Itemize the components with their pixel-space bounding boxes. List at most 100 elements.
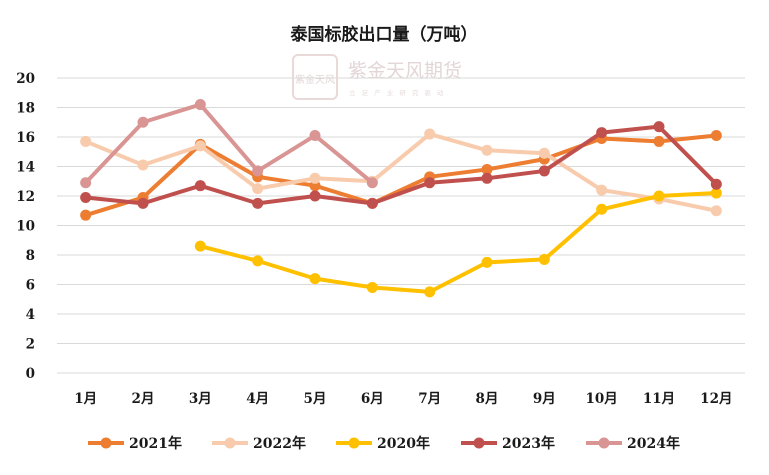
data-point (309, 172, 321, 184)
data-point (252, 255, 264, 267)
legend-label: 2021年 (129, 435, 182, 452)
watermark-tagline: 立 足 产 业 研 究 驱 动 (349, 88, 445, 97)
watermark: 紫金天风 紫金天风期货 立 足 产 业 研 究 驱 动 (292, 54, 462, 100)
series-0 (80, 130, 722, 221)
series-line (83, 102, 375, 185)
data-point (137, 197, 149, 209)
x-tick-label: 7月 (418, 391, 441, 407)
data-point (653, 135, 665, 147)
y-tick-label: 14 (16, 160, 35, 176)
data-point (481, 172, 493, 184)
data-point (481, 163, 493, 175)
data-point (538, 253, 550, 265)
data-point (424, 128, 436, 140)
x-tick-label: 3月 (189, 391, 212, 407)
y-tick-label: 20 (16, 71, 35, 87)
watermark-company-name: 紫金天风期货 (348, 60, 462, 82)
watermark-logo-text: 紫金天风 (295, 73, 335, 86)
data-point (596, 203, 608, 215)
data-point (309, 130, 321, 142)
x-tick-label: 1月 (74, 391, 97, 407)
legend-label: 2023年 (502, 435, 555, 452)
data-point (653, 190, 665, 202)
legend-label: 2020年 (377, 435, 430, 452)
x-tick-label: 12月 (700, 391, 732, 407)
series-line (83, 124, 719, 206)
legend-item: 2022年 (212, 435, 306, 452)
series-line (83, 132, 719, 213)
series-2 (194, 187, 722, 298)
y-tick-label: 12 (16, 189, 35, 205)
x-tick-label: 5月 (304, 391, 327, 407)
y-tick-label: 6 (26, 278, 35, 294)
y-tick-label: 2 (26, 337, 35, 353)
data-point (252, 165, 264, 177)
data-point (710, 130, 722, 142)
data-point (710, 178, 722, 190)
series-4 (80, 99, 378, 189)
watermark-logo-box (292, 54, 338, 100)
x-tick-label: 6月 (361, 391, 384, 407)
series-line (83, 133, 719, 218)
legend-swatch-marker (473, 437, 485, 449)
data-point (309, 273, 321, 285)
data-point (424, 177, 436, 189)
data-point (538, 165, 550, 177)
data-point (80, 177, 92, 189)
x-tick-label: 9月 (533, 391, 556, 407)
data-point (194, 99, 206, 111)
data-point (653, 121, 665, 133)
y-axis-ticks: 0 2 4 6 8 10 12 14 16 18 20 (16, 71, 35, 382)
series-3 (80, 121, 722, 209)
x-tick-label: 10月 (586, 391, 618, 407)
legend: 2021年 2022年 2020年 2023年 2024年 (88, 435, 680, 452)
data-point (137, 159, 149, 171)
data-point (137, 116, 149, 128)
data-point (596, 184, 608, 196)
data-point (80, 209, 92, 221)
legend-item: 2024年 (586, 435, 680, 452)
y-tick-label: 8 (26, 248, 35, 264)
legend-swatch-marker (224, 437, 236, 449)
data-point (194, 180, 206, 192)
x-tick-label: 11月 (643, 391, 675, 407)
data-point (80, 135, 92, 147)
data-point (710, 205, 722, 217)
legend-item: 2023年 (461, 435, 555, 452)
series-line (198, 191, 719, 294)
data-point (538, 147, 550, 159)
y-tick-label: 18 (16, 101, 35, 117)
y-tick-label: 16 (16, 130, 35, 146)
data-point (80, 191, 92, 203)
legend-item: 2021年 (88, 435, 182, 452)
gridlines (57, 77, 745, 374)
data-point (366, 177, 378, 189)
data-point (309, 190, 321, 202)
data-point (424, 286, 436, 298)
y-tick-label: 0 (26, 366, 35, 382)
legend-swatch-marker (348, 437, 360, 449)
data-point (252, 183, 264, 195)
data-point (710, 187, 722, 199)
legend-label: 2022年 (253, 435, 306, 452)
legend-label: 2024年 (627, 435, 680, 452)
y-tick-label: 10 (16, 219, 35, 235)
legend-item: 2020年 (336, 435, 430, 452)
data-point (481, 256, 493, 268)
y-tick-label: 4 (26, 307, 35, 323)
data-point (366, 281, 378, 293)
chart-title: 泰国标胶出口量（万吨） (291, 24, 478, 45)
x-tick-label: 4月 (246, 391, 269, 407)
data-point (481, 144, 493, 156)
data-point (194, 140, 206, 152)
data-point (252, 197, 264, 209)
data-point (194, 240, 206, 252)
x-axis-ticks: 1月 2月 3月 4月 5月 6月 7月 8月 9月 10月 11月 12月 (74, 391, 732, 407)
series-lines (80, 99, 722, 298)
x-tick-label: 8月 (476, 391, 499, 407)
x-tick-label: 2月 (132, 391, 155, 407)
legend-swatch-marker (100, 437, 112, 449)
legend-swatch-marker (598, 437, 610, 449)
data-point (366, 197, 378, 209)
